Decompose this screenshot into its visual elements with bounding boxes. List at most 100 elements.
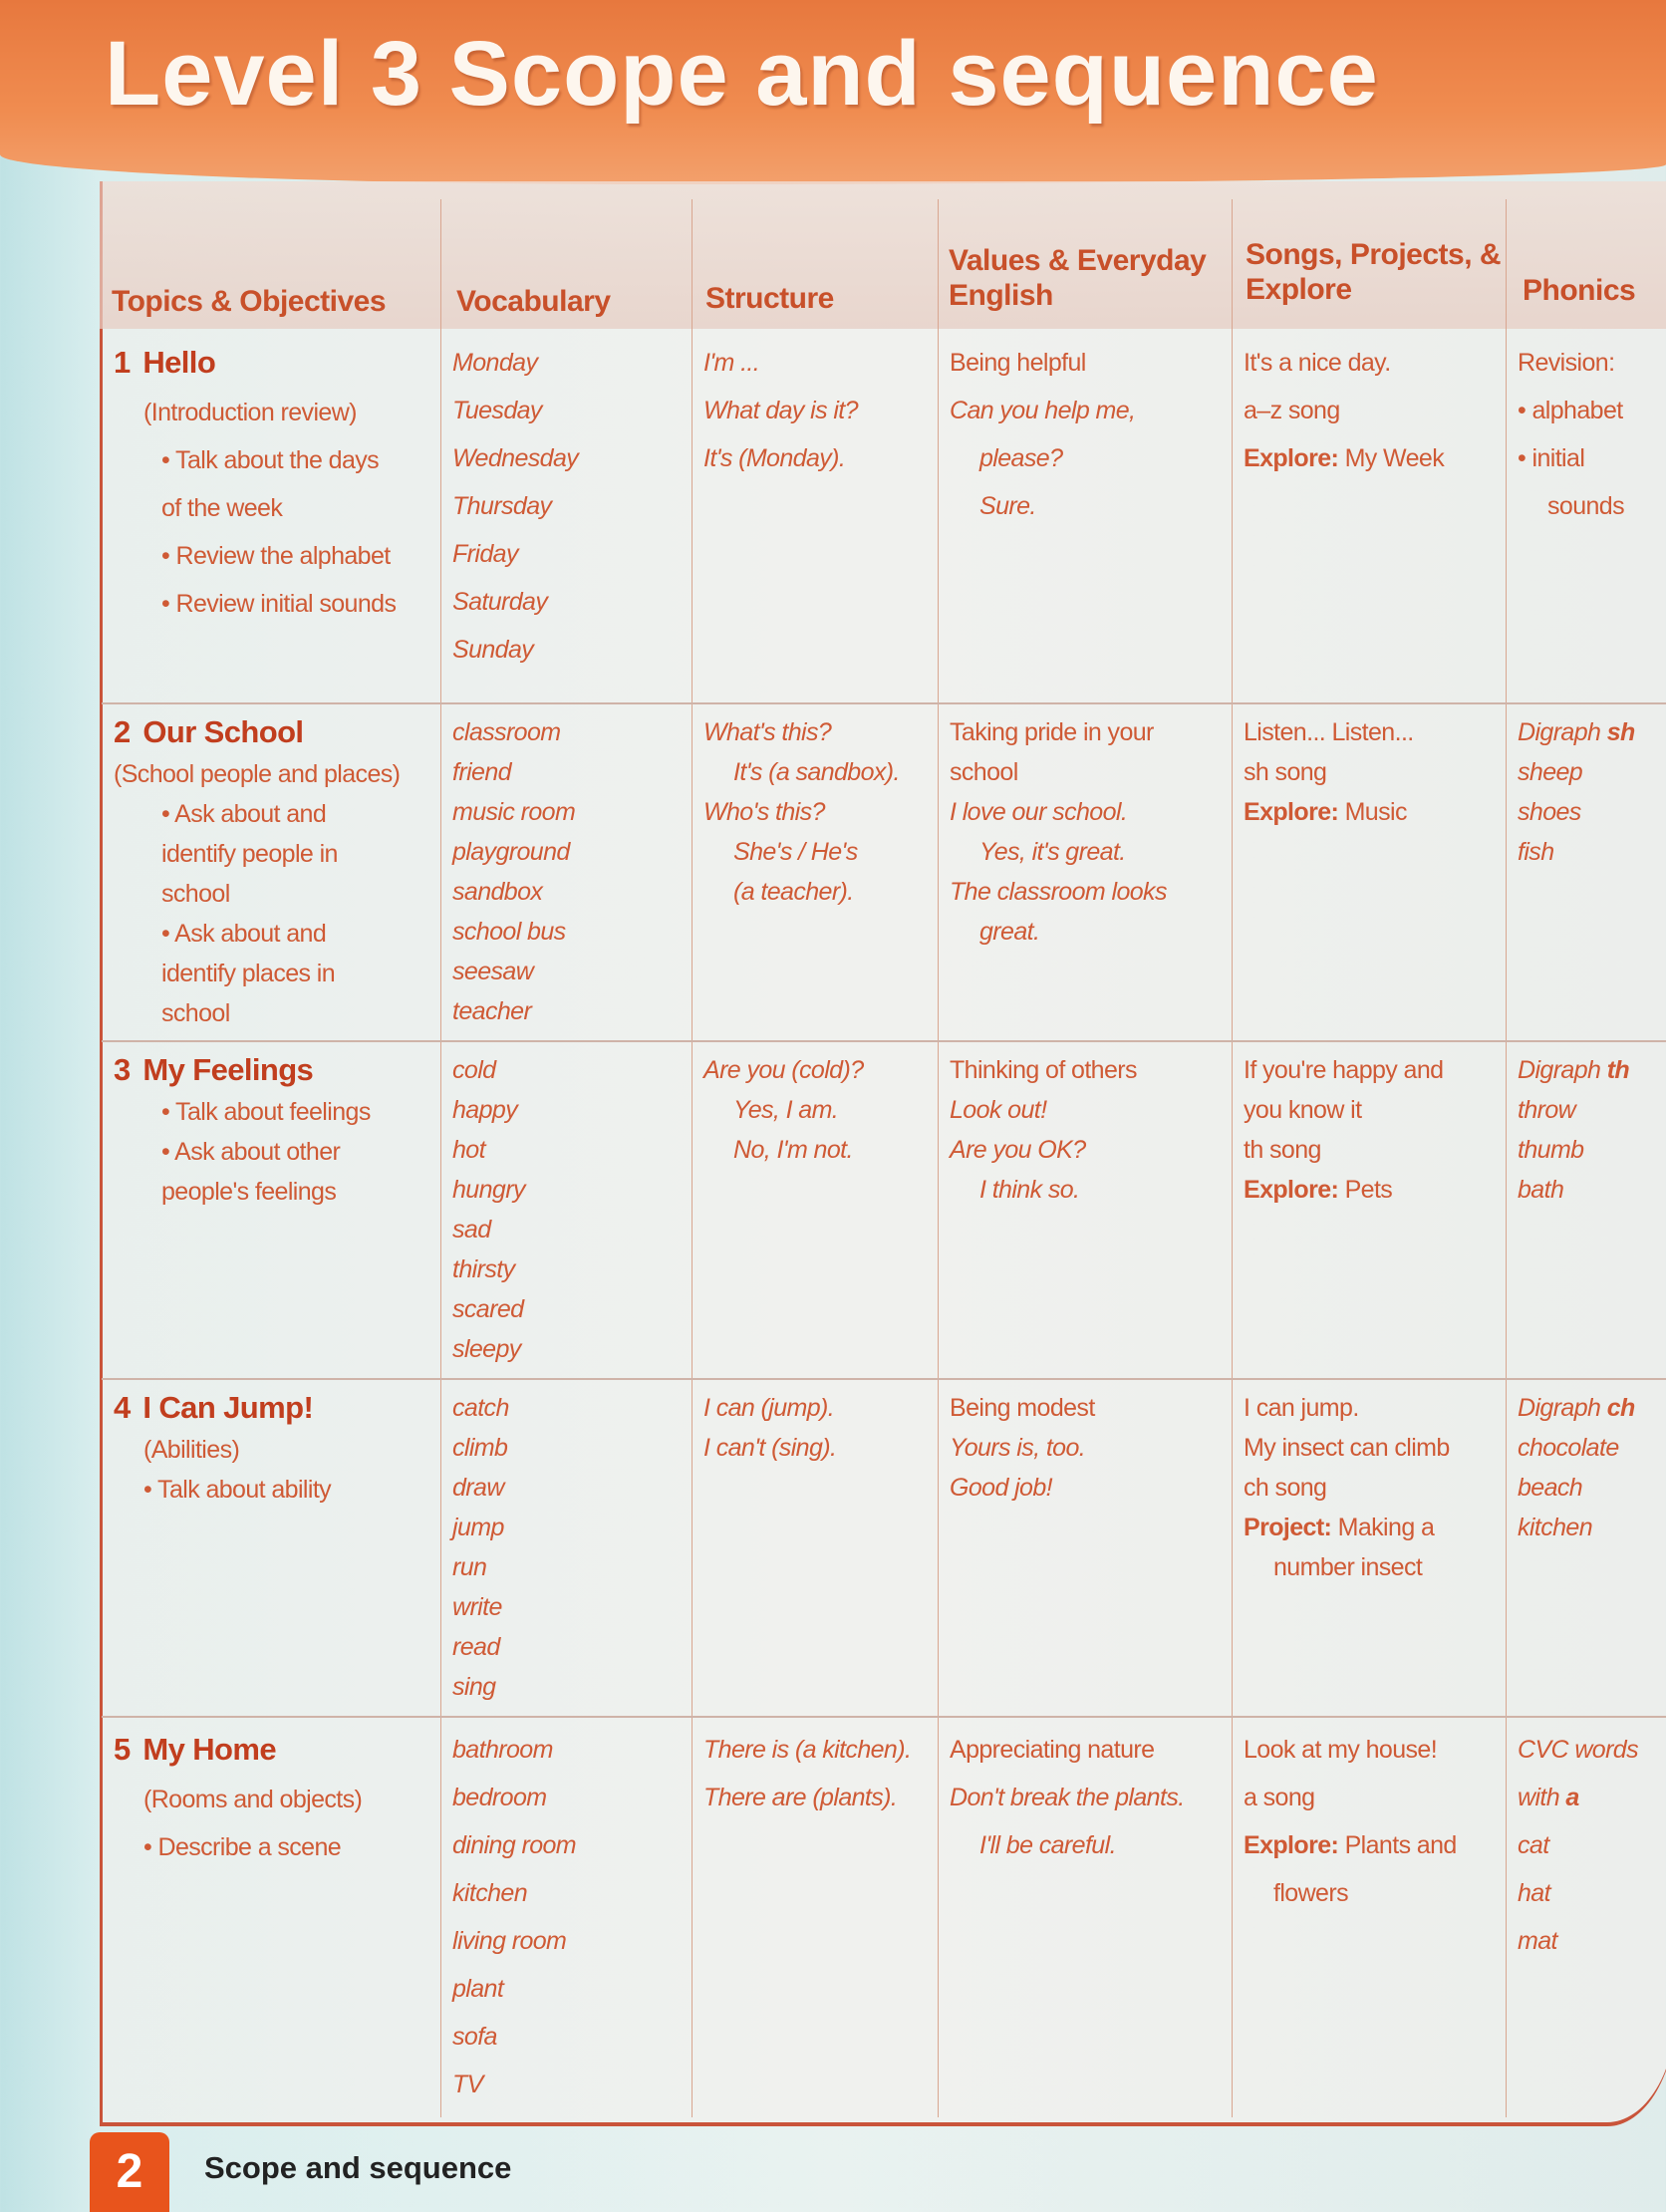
vocabulary-word: playground <box>452 838 570 866</box>
topics-line: Review the alphabet <box>114 532 396 580</box>
topics-text: Talk about ability <box>157 1476 332 1504</box>
vocabulary-word: living room <box>452 1927 567 1955</box>
phonics-text: sounds <box>1547 492 1625 520</box>
phonics-line: shoes <box>1518 792 1635 832</box>
structure-line: I can't (sing). <box>703 1428 837 1468</box>
phonics-line: Digraph th <box>1518 1050 1630 1090</box>
phonics-text: Revision: <box>1518 349 1615 377</box>
phonics-line: initial <box>1518 434 1624 482</box>
cell-vocabulary: Monday Tuesday Wednesday Thursday Friday Satu… <box>452 339 579 674</box>
vocabulary-word: climb <box>452 1434 508 1462</box>
songs-text: you know it <box>1244 1096 1362 1124</box>
unit-heading: 3 My Feelings <box>114 1050 371 1092</box>
topics-text: people's feelings <box>161 1178 337 1206</box>
songs-line: Explore: Pets <box>1244 1170 1443 1210</box>
phonics-line: throw <box>1518 1090 1629 1130</box>
cell-topics: 4 I Can Jump! (Abilities) Talk about abili… <box>114 1388 332 1510</box>
structure-line: It's (a sandbox). <box>703 752 900 792</box>
cell-songs: If you're happy and you know it th song Exp… <box>1244 1050 1444 1210</box>
values-text: Thinking of others <box>950 1056 1138 1084</box>
phonics-text: alphabet <box>1531 397 1624 424</box>
structure-text: I can (jump). <box>703 1394 835 1422</box>
unit-heading: 4 I Can Jump! <box>114 1388 331 1430</box>
phonics-text: Digraph <box>1518 1056 1607 1084</box>
topics-line: identify places in <box>114 954 400 993</box>
cell-songs: Look at my house! a song Explore: Plants a… <box>1244 1726 1457 1917</box>
values-line: please? <box>950 434 1135 482</box>
phonics-line: CVC words <box>1518 1726 1639 1774</box>
label-explore: Explore: <box>1244 1176 1339 1204</box>
structure-line: What's this? <box>703 712 900 752</box>
vocabulary-word: read <box>452 1633 500 1661</box>
phonics-line: Digraph ch <box>1518 1388 1635 1428</box>
vocabulary-word: music room <box>452 798 576 826</box>
phonics-letters: ch <box>1606 1394 1636 1422</box>
cell-values: Taking pride in your school I love our sch… <box>950 712 1167 952</box>
phonics-text: beach <box>1518 1474 1583 1502</box>
column-divider <box>440 199 441 2117</box>
structure-text: Who's this? <box>703 798 825 826</box>
topics-text: Ask about and <box>174 920 327 948</box>
phonics-text: mat <box>1518 1927 1557 1955</box>
structure-text: There are (plants). <box>703 1784 898 1811</box>
vocabulary-word: Monday <box>452 349 538 377</box>
values-text: Appreciating nature <box>950 1736 1155 1764</box>
structure-text: What day is it? <box>703 397 859 424</box>
phonics-text: Digraph <box>1518 1394 1607 1422</box>
vocabulary-word: teacher <box>452 997 532 1025</box>
phonics-text: kitchen <box>1518 1514 1593 1541</box>
structure-line: Who's this? <box>703 792 900 832</box>
values-line: Thinking of others <box>950 1050 1138 1090</box>
cell-topics: 3 My Feelings Talk about feelings Ask abou… <box>114 1050 371 1212</box>
column-divider <box>1506 199 1507 2117</box>
vocabulary-word: thirsty <box>452 1255 515 1283</box>
phonics-line: sheep <box>1518 752 1635 792</box>
structure-line: There are (plants). <box>703 1774 911 1821</box>
phonics-text: bath <box>1518 1176 1564 1204</box>
songs-line: It's a nice day. <box>1244 339 1444 387</box>
structure-text: What's this? <box>703 718 832 746</box>
songs-text: sh song <box>1244 758 1327 786</box>
topics-line: Ask about and <box>114 914 400 954</box>
values-line: I'll be careful. <box>950 1821 1185 1869</box>
songs-line: a–z song <box>1244 387 1444 434</box>
vocabulary-word: sad <box>452 1216 491 1244</box>
vocabulary-word: classroom <box>452 718 561 746</box>
unit-number: 1 <box>114 345 131 380</box>
row-divider <box>102 1716 1666 1718</box>
values-line: Yours is, too. <box>950 1428 1095 1468</box>
phonics-line: Revision: <box>1518 339 1624 387</box>
cell-vocabulary: bathroom bedroom dining room kitchen living … <box>452 1726 577 2108</box>
songs-line: flowers <box>1244 1869 1457 1917</box>
songs-text: Listen... Listen... <box>1244 718 1414 746</box>
songs-text: Pets <box>1338 1176 1393 1204</box>
values-line: Good job! <box>950 1468 1095 1508</box>
cell-phonics: Digraph th throw thumb bath <box>1518 1050 1630 1210</box>
cell-phonics: Digraph ch chocolate beach kitchen <box>1518 1388 1635 1547</box>
songs-text: th song <box>1244 1136 1321 1164</box>
phonics-text: chocolate <box>1518 1434 1619 1462</box>
topics-text: Talk about the days <box>175 446 380 474</box>
values-text: Look out! <box>950 1096 1047 1124</box>
cell-songs: I can jump. My insect can climb ch song Pro… <box>1244 1388 1450 1587</box>
phonics-text: hat <box>1518 1879 1551 1907</box>
structure-line: What day is it? <box>703 387 859 434</box>
values-line: Sure. <box>950 482 1135 530</box>
unit-number: 3 <box>114 1052 131 1087</box>
topics-line: (School people and places) <box>114 754 401 794</box>
songs-line: Listen... Listen... <box>1244 712 1414 752</box>
values-text: I love our school. <box>950 798 1128 826</box>
values-line: Are you OK? <box>950 1130 1137 1170</box>
vocabulary-word: plant <box>452 1975 504 2003</box>
unit-heading: 2 Our School <box>114 712 400 754</box>
cell-phonics: CVC words with a cat hat mat <box>1518 1726 1639 1965</box>
phonics-text: Digraph <box>1518 718 1607 746</box>
phonics-text: CVC words <box>1518 1736 1639 1764</box>
topics-line: Ask about and <box>114 794 400 834</box>
phonics-line: sounds <box>1518 482 1625 530</box>
structure-text: (a teacher). <box>733 878 854 906</box>
cell-structure: I can (jump). I can't (sing). <box>703 1388 837 1468</box>
vocabulary-word: dining room <box>452 1831 577 1859</box>
structure-text: Are you (cold)? <box>703 1056 864 1084</box>
vocabulary-word: Wednesday <box>452 444 579 472</box>
